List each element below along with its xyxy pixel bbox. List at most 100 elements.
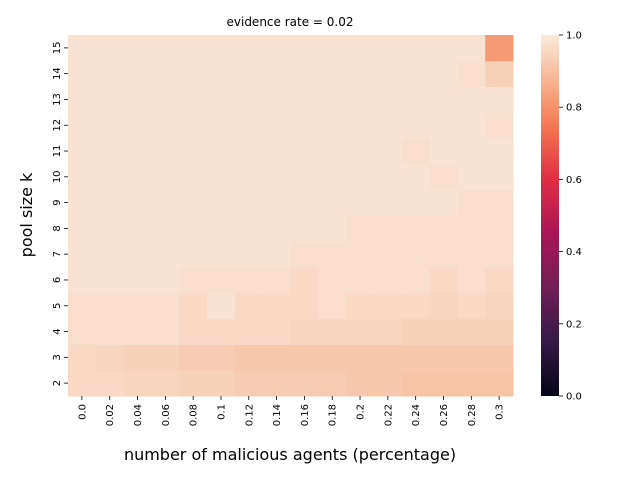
heatmap-cell: [457, 138, 486, 165]
heatmap-cell: [290, 60, 319, 88]
heatmap-cell: [318, 292, 347, 320]
heatmap-cell: [95, 344, 125, 371]
heatmap-cell: [457, 60, 486, 88]
heatmap-cell: [485, 215, 514, 242]
heatmap-cell: [318, 189, 347, 216]
heatmap-cell: [346, 370, 375, 397]
heatmap-cell: [401, 370, 431, 397]
heatmap-cell: [429, 318, 458, 345]
heatmap-cell: [95, 241, 125, 268]
heatmap-cell: [373, 189, 403, 216]
x-tick-label: 0.26: [439, 404, 450, 426]
heatmap-cell: [151, 60, 180, 88]
heatmap-cell: [429, 215, 458, 242]
x-tick-label: 0.12: [244, 404, 255, 426]
heatmap-cell: [234, 112, 264, 139]
heatmap-cell: [123, 86, 152, 113]
y-tick-label: 4: [52, 328, 63, 334]
heatmap-cell: [234, 370, 264, 397]
heatmap-cell: [290, 35, 319, 62]
x-tick-label: 0.08: [189, 404, 200, 426]
heatmap-cell: [485, 292, 514, 320]
heatmap-cell: [401, 112, 431, 139]
heatmap-cell: [262, 163, 291, 191]
y-axis-label: pool size k: [17, 172, 36, 257]
heatmap-cells: [68, 35, 514, 397]
heatmap-cell: [95, 215, 125, 242]
heatmap-cell: [485, 138, 514, 165]
heatmap-cell: [318, 241, 347, 268]
y-tick-label: 6: [52, 277, 63, 283]
heatmap-cell: [401, 267, 431, 294]
heatmap-cell: [346, 344, 375, 371]
heatmap-cell: [95, 292, 125, 320]
y-tick-label: 13: [52, 93, 63, 106]
heatmap-cell: [457, 241, 486, 268]
heatmap-cell: [318, 267, 347, 294]
heatmap-cell: [179, 292, 208, 320]
heatmap-cell: [68, 60, 97, 88]
heatmap-cell: [346, 163, 375, 191]
x-tick-label: 0.0: [77, 404, 88, 420]
heatmap-cell: [207, 370, 236, 397]
heatmap-cell: [429, 35, 458, 62]
heatmap-cell: [68, 163, 97, 191]
heatmap-cell: [318, 35, 347, 62]
heatmap-cell: [401, 35, 431, 62]
heatmap-cell: [179, 86, 208, 113]
heatmap-cell: [401, 344, 431, 371]
heatmap-cell: [179, 35, 208, 62]
heatmap-cell: [485, 35, 514, 62]
x-tick-label: 0.04: [133, 404, 144, 426]
heatmap-cell: [123, 215, 152, 242]
heatmap-cell: [151, 267, 180, 294]
heatmap-cell: [179, 138, 208, 165]
heatmap-cell: [346, 189, 375, 216]
heatmap-cell: [485, 189, 514, 216]
heatmap-cell: [401, 318, 431, 345]
heatmap-cell: [318, 60, 347, 88]
heatmap-cell: [457, 112, 486, 139]
heatmap-cell: [151, 241, 180, 268]
y-tick-label: 5: [52, 303, 63, 309]
heatmap-cell: [68, 35, 97, 62]
heatmap-cell: [346, 292, 375, 320]
heatmap-cell: [373, 86, 403, 113]
heatmap-cell: [457, 292, 486, 320]
heatmap-cell: [457, 370, 486, 397]
x-tick-label: 0.06: [161, 404, 172, 426]
heatmap-cell: [207, 35, 236, 62]
heatmap-cell: [429, 86, 458, 113]
x-tick-label: 0.2: [356, 404, 367, 420]
heatmap-cell: [318, 318, 347, 345]
heatmap-cell: [262, 60, 291, 88]
heatmap-cell: [234, 241, 264, 268]
heatmap-cell: [68, 318, 97, 345]
colorbar-ticks: 0.0 0.2 0.4 0.6 0.8 1.0: [559, 31, 582, 403]
heatmap-cell: [234, 138, 264, 165]
heatmap-cell: [373, 370, 403, 397]
heatmap-cell: [179, 370, 208, 397]
heatmap-cell: [290, 318, 319, 345]
heatmap-cell: [457, 35, 486, 62]
heatmap-cell: [68, 292, 97, 320]
y-tick-label: 12: [52, 119, 63, 132]
x-tick-label: 0.18: [328, 404, 339, 426]
heatmap-cell: [346, 318, 375, 345]
heatmap-cell: [262, 35, 291, 62]
heatmap-cell: [262, 112, 291, 139]
heatmap-cell: [346, 86, 375, 113]
heatmap-cell: [373, 267, 403, 294]
x-tick-label: 0.02: [105, 404, 116, 426]
heatmap-cell: [373, 344, 403, 371]
heatmap-cell: [373, 292, 403, 320]
heatmap-cell: [485, 163, 514, 191]
heatmap-cell: [457, 318, 486, 345]
heatmap-cell: [207, 86, 236, 113]
heatmap-cell: [151, 344, 180, 371]
heatmap-cell: [179, 163, 208, 191]
heatmap-cell: [68, 189, 97, 216]
heatmap-cell: [290, 241, 319, 268]
heatmap-cell: [429, 112, 458, 139]
heatmap-cell: [429, 241, 458, 268]
